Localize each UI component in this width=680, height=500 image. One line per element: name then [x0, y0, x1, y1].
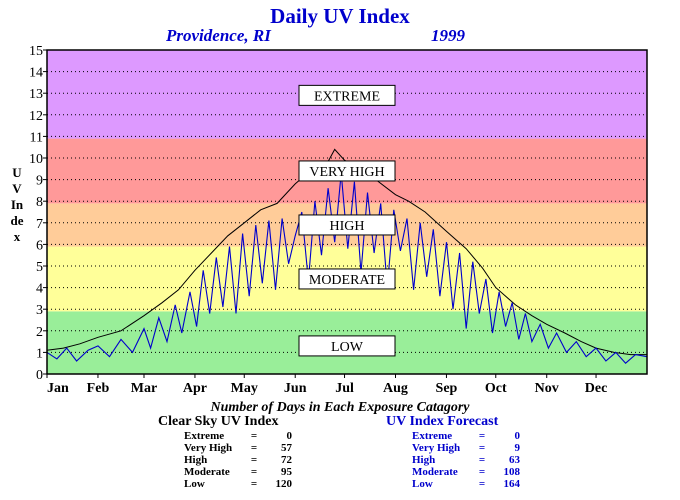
forecast-row-low: Low = 164: [412, 478, 520, 490]
x-tick-label-aug: Aug: [383, 381, 408, 396]
y-tick-label: 1: [36, 346, 43, 361]
stat-eq: =: [478, 442, 486, 454]
stat-eq: =: [250, 430, 258, 442]
y-tick-label: 12: [29, 109, 43, 124]
forecast-stats-table: Extreme = 0 Very High = 9 High = 63 Moderate = 1…: [412, 430, 520, 490]
stat-label: Very High: [184, 442, 233, 454]
clear-sky-row-moderate: Moderate = 95: [184, 466, 292, 478]
forecast-stats: UV Index Forecast Extreme = 0 Very High = 9 …: [386, 414, 520, 490]
band-label-box: [298, 214, 396, 236]
y-tick-label: 5: [36, 260, 43, 275]
band-label-box: [298, 84, 396, 106]
stat-eq: =: [250, 478, 258, 490]
chart-title: Daily UV Index: [270, 4, 410, 28]
stat-label: Moderate: [412, 466, 458, 478]
clear-sky-row-high: High = 72: [184, 454, 292, 466]
x-tick-label-mar: Mar: [131, 381, 157, 396]
y-tick-label: 14: [29, 66, 43, 81]
stat-eq: =: [478, 478, 486, 490]
stat-value: 95: [281, 466, 292, 478]
x-tick-label-jan: Jan: [47, 381, 69, 396]
band-label-box: [298, 268, 396, 290]
stat-value: 57: [281, 442, 292, 454]
stat-label: Extreme: [412, 430, 453, 442]
x-tick-label-apr: Apr: [183, 381, 207, 396]
stat-value: 72: [281, 454, 292, 466]
x-tick-label-oct: Oct: [485, 381, 507, 396]
stat-eq: =: [478, 454, 486, 466]
stat-value: 108: [503, 466, 521, 478]
stat-label: Low: [412, 478, 433, 490]
stat-value: 164: [503, 478, 521, 490]
stat-value: 120: [275, 478, 293, 490]
forecast-row-extreme: Extreme = 0: [412, 430, 520, 442]
chart-location: Providence, RI: [166, 26, 271, 45]
x-tick-label-may: May: [231, 381, 258, 396]
stat-label: High: [412, 454, 436, 466]
plot-frame: [46, 49, 648, 375]
chart-year: 1999: [431, 26, 465, 45]
band-label-box: [298, 335, 396, 357]
band-label-box: [298, 160, 396, 182]
y-tick-label: 4: [36, 282, 43, 297]
x-tick-label-jun: Jun: [284, 381, 307, 396]
band-label-moderate: MODERATE: [309, 273, 385, 288]
forecast-row-very-high: Very High = 9: [412, 442, 520, 454]
stat-eq: =: [478, 466, 486, 478]
y-tick-label: 11: [30, 130, 43, 145]
y-tick-label: 2: [36, 325, 43, 340]
y-tick-label: 9: [36, 174, 43, 189]
stat-value: 9: [514, 442, 521, 454]
clear-sky-row-extreme: Extreme = 0: [184, 430, 292, 442]
clear-sky-stats: Clear Sky UV Index Extreme = 0 Very High = 5…: [158, 414, 292, 490]
y-tick-label: 8: [36, 195, 43, 210]
stat-value: 0: [514, 430, 521, 442]
stat-label: Low: [184, 478, 205, 490]
x-tick-label-dec: Dec: [585, 381, 608, 396]
x-tick-label-jul: Jul: [335, 381, 354, 396]
y-tick-label: 10: [29, 152, 43, 167]
stat-label: Very High: [412, 442, 461, 454]
stat-eq: =: [478, 430, 486, 442]
stat-eq: =: [250, 442, 258, 454]
y-tick-label: 13: [29, 87, 43, 102]
band-label-low: LOW: [331, 340, 364, 355]
stat-label: Moderate: [184, 466, 230, 478]
stat-value: 0: [286, 430, 293, 442]
stat-value: 63: [509, 454, 520, 466]
band-label-extreme: EXTREME: [314, 89, 380, 104]
x-tick-label-sep: Sep: [436, 381, 458, 396]
y-tick-label: 15: [29, 44, 43, 59]
y-tick-label: 0: [36, 368, 43, 383]
stat-label: High: [184, 454, 208, 466]
band-label-very-high: VERY HIGH: [309, 165, 384, 180]
x-tick-label-feb: Feb: [87, 381, 110, 396]
x-tick-label-nov: Nov: [535, 381, 559, 396]
forecast-row-high: High = 63: [412, 454, 520, 466]
y-tick-label: 3: [36, 303, 43, 318]
stat-label: Extreme: [184, 430, 225, 442]
clear-sky-stats-title: Clear Sky UV Index: [158, 414, 279, 429]
clear-sky-row-very-high: Very High = 57: [184, 442, 292, 454]
clear-sky-row-low: Low = 120: [184, 478, 292, 490]
clear-sky-stats-table: Extreme = 0 Very High = 57 High = 72 Moderate =…: [184, 430, 292, 490]
band-label-high: HIGH: [330, 219, 365, 234]
days-caption: Number of Days in Each Exposure Catagory: [210, 400, 470, 415]
y-tick-label: 6: [36, 238, 43, 253]
stat-eq: =: [250, 454, 258, 466]
forecast-row-moderate: Moderate = 108: [412, 466, 520, 478]
forecast-stats-title: UV Index Forecast: [386, 414, 499, 429]
y-tick-label: 7: [36, 217, 43, 232]
stat-eq: =: [250, 466, 258, 478]
y-axis-label: UV Index: [10, 165, 24, 244]
series-clear-sky-line: [46, 148, 647, 356]
